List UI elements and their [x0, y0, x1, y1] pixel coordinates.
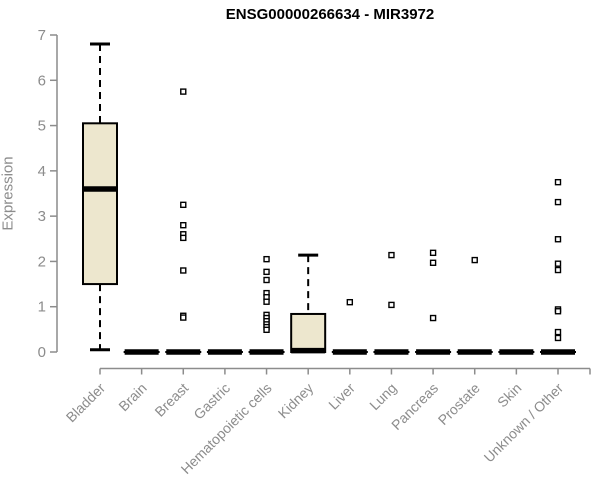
box-liver [331, 298, 368, 355]
outlier-point [471, 256, 478, 264]
outlier-point [263, 255, 270, 263]
outlier-point [263, 298, 270, 305]
outlier-point [388, 301, 395, 309]
iqr-box [290, 312, 327, 353]
chart-title: ENSG00000266634 - MIR3972 [225, 6, 435, 23]
outlier-point [554, 236, 562, 243]
outlier-point [346, 298, 354, 306]
outlier-point [554, 266, 562, 274]
outlier-point [429, 249, 437, 257]
y-tick-label: 6 [38, 72, 46, 89]
outlier-point [180, 201, 187, 209]
box-prostate [456, 256, 493, 355]
y-tick-label: 7 [38, 27, 46, 44]
outlier-point [554, 334, 562, 342]
outlier-point [554, 328, 562, 336]
outlier-point [429, 314, 437, 322]
x-tick-label-liver: Liver [325, 380, 358, 413]
x-tick-label-kidney: Kidney [275, 380, 317, 422]
x-tick-label-brain: Brain [115, 380, 149, 414]
x-tick-label-unknown-other: Unknown / Other [481, 380, 567, 466]
box-unknown-other [540, 178, 576, 355]
box-breast [165, 88, 202, 355]
x-tick-label-lung: Lung [366, 380, 399, 413]
outlier-point [263, 268, 270, 276]
x-tick-label-breast: Breast [151, 380, 191, 420]
box-bladder [82, 42, 118, 352]
outlier-point [180, 234, 187, 242]
y-tick-label: 2 [38, 253, 46, 270]
y-axis: 0 1 2 3 4 5 6 7 [38, 27, 58, 361]
outlier-point [180, 88, 187, 95]
y-tick-label: 1 [38, 299, 46, 316]
y-tick-label: 4 [38, 163, 46, 180]
y-tick-label: 0 [38, 344, 46, 361]
outlier-point [388, 251, 395, 259]
outlier-point [180, 314, 187, 321]
box-kidney [290, 253, 327, 354]
x-tick-label-bladder: Bladder [63, 380, 109, 426]
outlier-point [263, 276, 270, 284]
y-tick-label: 3 [38, 208, 46, 225]
box-pancreas [415, 249, 452, 355]
x-tick-label-prostate: Prostate [435, 380, 483, 428]
outlier-point [180, 267, 187, 274]
y-tick-label: 5 [38, 118, 46, 135]
iqr-box [82, 122, 118, 286]
box-hematopoietic-cells [248, 255, 285, 355]
x-tick-label-skin: Skin [494, 380, 525, 411]
outlier-point [180, 221, 187, 229]
outlier-point [554, 308, 562, 315]
outlier-point [263, 326, 270, 334]
outlier-point [554, 198, 562, 206]
box-lung [373, 251, 410, 355]
outlier-point [554, 260, 562, 267]
outlier-point [429, 259, 437, 266]
outlier-point [554, 178, 562, 186]
